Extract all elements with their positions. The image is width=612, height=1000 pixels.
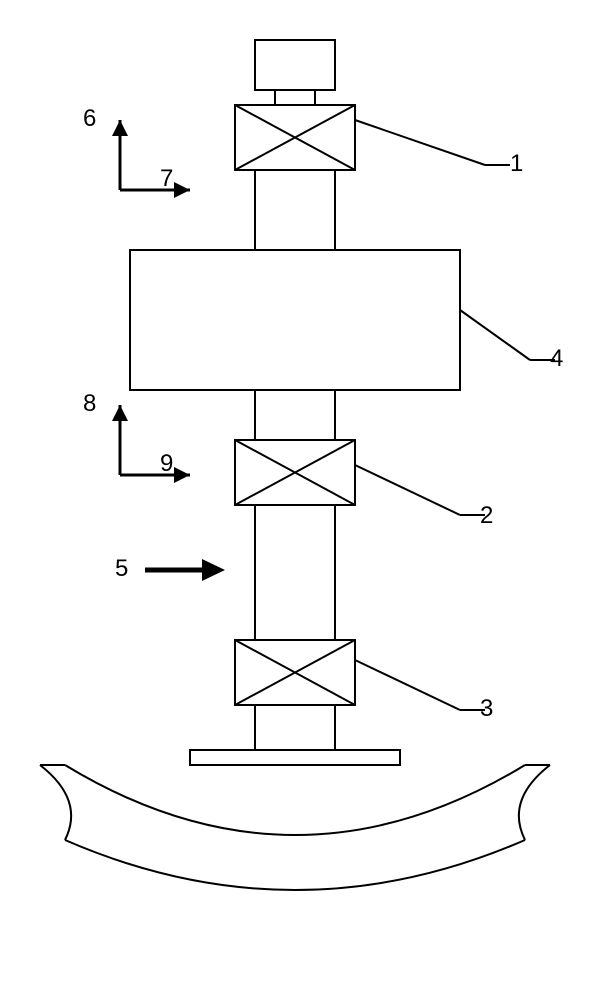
label-1: 1 xyxy=(510,150,523,178)
label-6: 6 xyxy=(83,105,96,133)
label-8: 8 xyxy=(83,390,96,418)
label-4: 4 xyxy=(550,345,563,373)
label-7: 7 xyxy=(160,165,173,193)
label-2: 2 xyxy=(480,502,493,530)
label-3: 3 xyxy=(480,695,493,723)
label-9: 9 xyxy=(160,450,173,478)
label-5: 5 xyxy=(115,555,128,583)
